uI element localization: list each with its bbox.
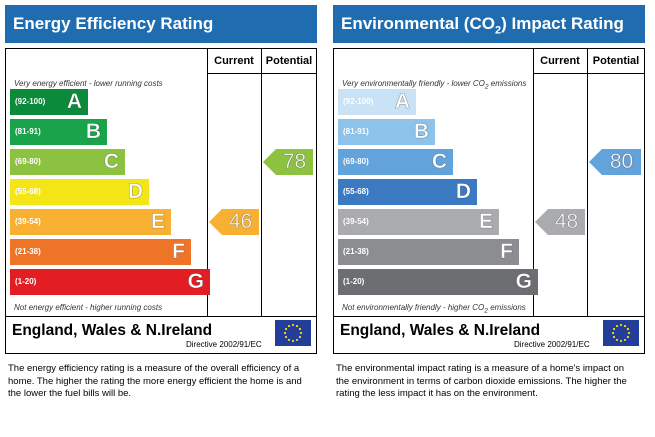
band-letter: D	[127, 180, 144, 204]
band-letter: G	[187, 270, 204, 294]
energy-band-c: (69-80) C	[10, 149, 125, 175]
band-letter: D	[455, 180, 472, 204]
environment-potential-rating: 80	[589, 149, 641, 175]
environment-top-note: Very environmentally friendly - lower CO…	[342, 79, 527, 91]
eu-flag-icon	[603, 320, 639, 346]
energy-chart-frame: Current Potential Very energy efficient …	[5, 48, 317, 354]
band-letter: C	[431, 150, 448, 174]
energy-band-e: (39-54) E	[10, 209, 171, 235]
environment-potential-header: Potential	[592, 55, 640, 67]
band-range: (39-54)	[343, 217, 369, 226]
energy-bottom-note: Not energy efficient - higher running co…	[14, 303, 163, 312]
band-letter: A	[66, 90, 83, 114]
band-range: (92-100)	[15, 97, 46, 106]
environmental-impact-panel: Environmental (CO2) Impact Rating Curren…	[333, 5, 645, 354]
band-range: (1-20)	[343, 277, 365, 286]
band-range: (55-68)	[15, 187, 41, 196]
band-range: (21-38)	[343, 247, 369, 256]
environment-current-header: Current	[540, 55, 580, 67]
band-letter: B	[85, 120, 102, 144]
energy-top-note: Very energy efficient - lower running co…	[14, 79, 163, 88]
energy-current-rating: 46	[209, 209, 259, 235]
band-letter: E	[150, 210, 166, 234]
environment-band-d: (55-68) D	[338, 179, 477, 205]
band-range: (1-20)	[15, 277, 37, 286]
band-range: (81-91)	[343, 127, 369, 136]
energy-description: The energy efficiency rating is a measur…	[8, 363, 302, 399]
band-range: (55-68)	[343, 187, 369, 196]
band-letter: C	[103, 150, 120, 174]
band-letter: F	[500, 240, 513, 264]
environment-band-b: (81-91) B	[338, 119, 435, 145]
band-range: (81-91)	[15, 127, 41, 136]
band-letter: B	[413, 120, 430, 144]
environment-title: Environmental (CO2) Impact Rating	[333, 5, 645, 43]
band-range: (69-80)	[343, 157, 369, 166]
energy-potential-header: Potential	[265, 55, 313, 67]
band-range: (69-80)	[15, 157, 41, 166]
energy-efficiency-panel: Energy Efficiency Rating Current Potenti…	[5, 5, 317, 354]
energy-current-header: Current	[214, 55, 254, 67]
environment-region: England, Wales & N.Ireland	[340, 322, 541, 339]
eu-flag-icon	[275, 320, 311, 346]
energy-band-g: (1-20) G	[10, 269, 210, 295]
environment-description: The environmental impact rating is a mea…	[336, 363, 627, 399]
environment-directive: Directive 2002/91/EC	[514, 340, 590, 349]
band-range: (39-54)	[15, 217, 41, 226]
band-letter: E	[478, 210, 494, 234]
energy-band-d: (55-68) D	[10, 179, 149, 205]
energy-band-a: (92-100) A	[10, 89, 88, 115]
environment-band-f: (21-38) F	[338, 239, 519, 265]
environment-band-g: (1-20) G	[338, 269, 538, 295]
energy-region: England, Wales & N.Ireland	[12, 322, 213, 339]
energy-band-b: (81-91) B	[10, 119, 107, 145]
energy-potential-rating: 78	[263, 149, 313, 175]
environment-band-a: (92-100) A	[338, 89, 416, 115]
environment-band-c: (69-80) C	[338, 149, 453, 175]
environment-band-e: (39-54) E	[338, 209, 499, 235]
environment-chart-frame: Current Potential Very environmentally f…	[333, 48, 645, 354]
band-range: (92-100)	[343, 97, 374, 106]
energy-title: Energy Efficiency Rating	[5, 5, 317, 43]
band-letter: G	[515, 270, 532, 294]
environment-current-rating: 48	[535, 209, 585, 235]
band-range: (21-38)	[15, 247, 41, 256]
band-letter: A	[394, 90, 411, 114]
band-letter: F	[172, 240, 185, 264]
environment-bottom-note: Not environmentally friendly - higher CO…	[342, 303, 526, 315]
energy-band-f: (21-38) F	[10, 239, 191, 265]
energy-directive: Directive 2002/91/EC	[186, 340, 262, 349]
